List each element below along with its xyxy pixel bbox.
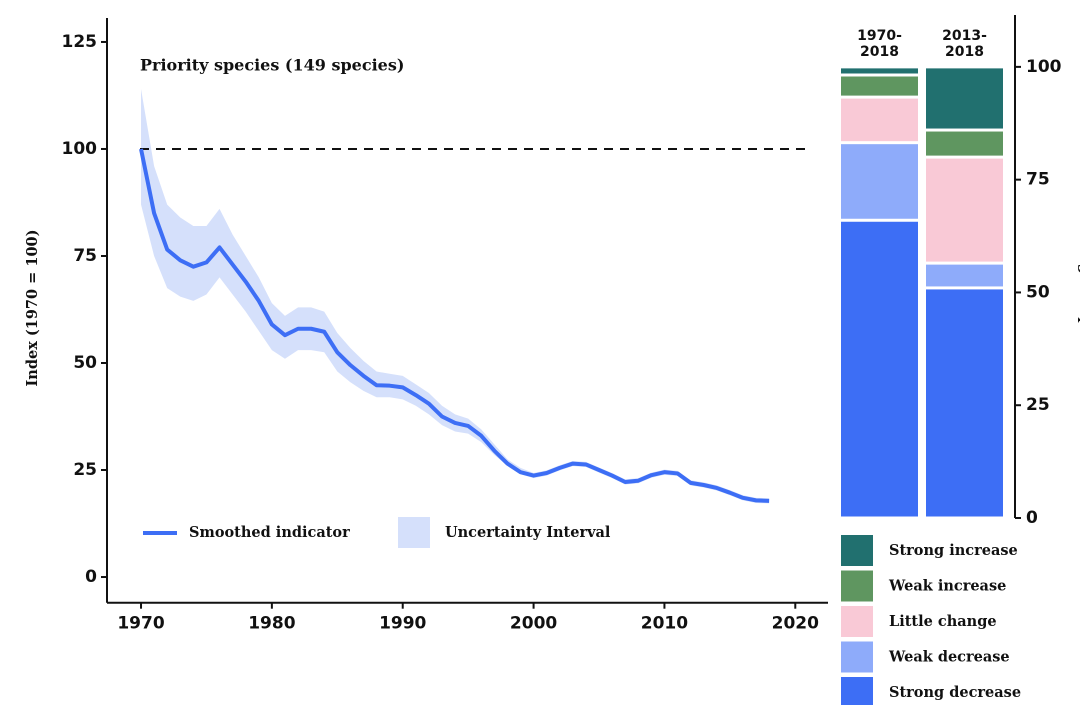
- y-tick-label: 0: [85, 567, 97, 587]
- bar-segment: [841, 68, 918, 74]
- legend-swatch: [841, 535, 873, 566]
- bar-segment: [841, 144, 918, 219]
- y-tick-label: 25: [73, 460, 97, 480]
- legend-label: Smoothed indicator: [189, 524, 350, 541]
- legend-swatch: [841, 641, 873, 673]
- x-tick-label: 1980: [248, 614, 295, 634]
- bar-segment: [926, 158, 1003, 262]
- bar-segment: [841, 98, 918, 142]
- category-label: 1970- 2018: [857, 28, 902, 60]
- x-tick-label: 2010: [641, 614, 688, 634]
- x-tick-label: 2000: [510, 614, 557, 634]
- bar-segment: [841, 221, 918, 517]
- y-axis-label: Percentage of species: [1077, 192, 1080, 369]
- legend-swatch: [841, 606, 873, 637]
- bar-segment: [841, 76, 918, 96]
- legend-band: [398, 517, 430, 548]
- y-tick-label: 100: [62, 139, 98, 159]
- uncertainty-band: [141, 89, 770, 504]
- x-tick-label: 1990: [379, 614, 426, 634]
- bar-segment: [926, 289, 1003, 517]
- y-tick-label: 75: [73, 246, 97, 266]
- y-axis-label: Index (1970 = 100): [24, 230, 41, 387]
- legend-label: Weak decrease: [888, 649, 1010, 666]
- x-tick-label: 2020: [772, 614, 819, 634]
- legend-label: Little change: [889, 613, 997, 630]
- legend-label: Uncertainty Interval: [445, 524, 611, 541]
- bar-segment: [926, 131, 1003, 156]
- category-label: 2013- 2018: [942, 28, 987, 60]
- bar-segment: [926, 68, 1003, 129]
- y-tick-label: 25: [1026, 395, 1050, 415]
- y-tick-label: 50: [1026, 282, 1050, 302]
- indicator-line: [139, 148, 770, 503]
- bar-segment: [926, 264, 1003, 287]
- legend-swatch: [841, 570, 873, 602]
- y-tick-label: 0: [1026, 508, 1038, 528]
- y-tick-label: 75: [1026, 170, 1050, 190]
- y-tick-label: 125: [62, 32, 98, 52]
- x-tick-label: 1970: [117, 614, 164, 634]
- y-tick-label: 100: [1026, 57, 1062, 77]
- legend-label: Weak increase: [888, 578, 1006, 595]
- y-tick-label: 50: [73, 353, 97, 373]
- legend-swatch: [841, 677, 873, 705]
- legend-label: Strong increase: [889, 542, 1018, 559]
- chart-title: Priority species (149 species): [140, 56, 404, 75]
- legend-label: Strong decrease: [889, 684, 1021, 701]
